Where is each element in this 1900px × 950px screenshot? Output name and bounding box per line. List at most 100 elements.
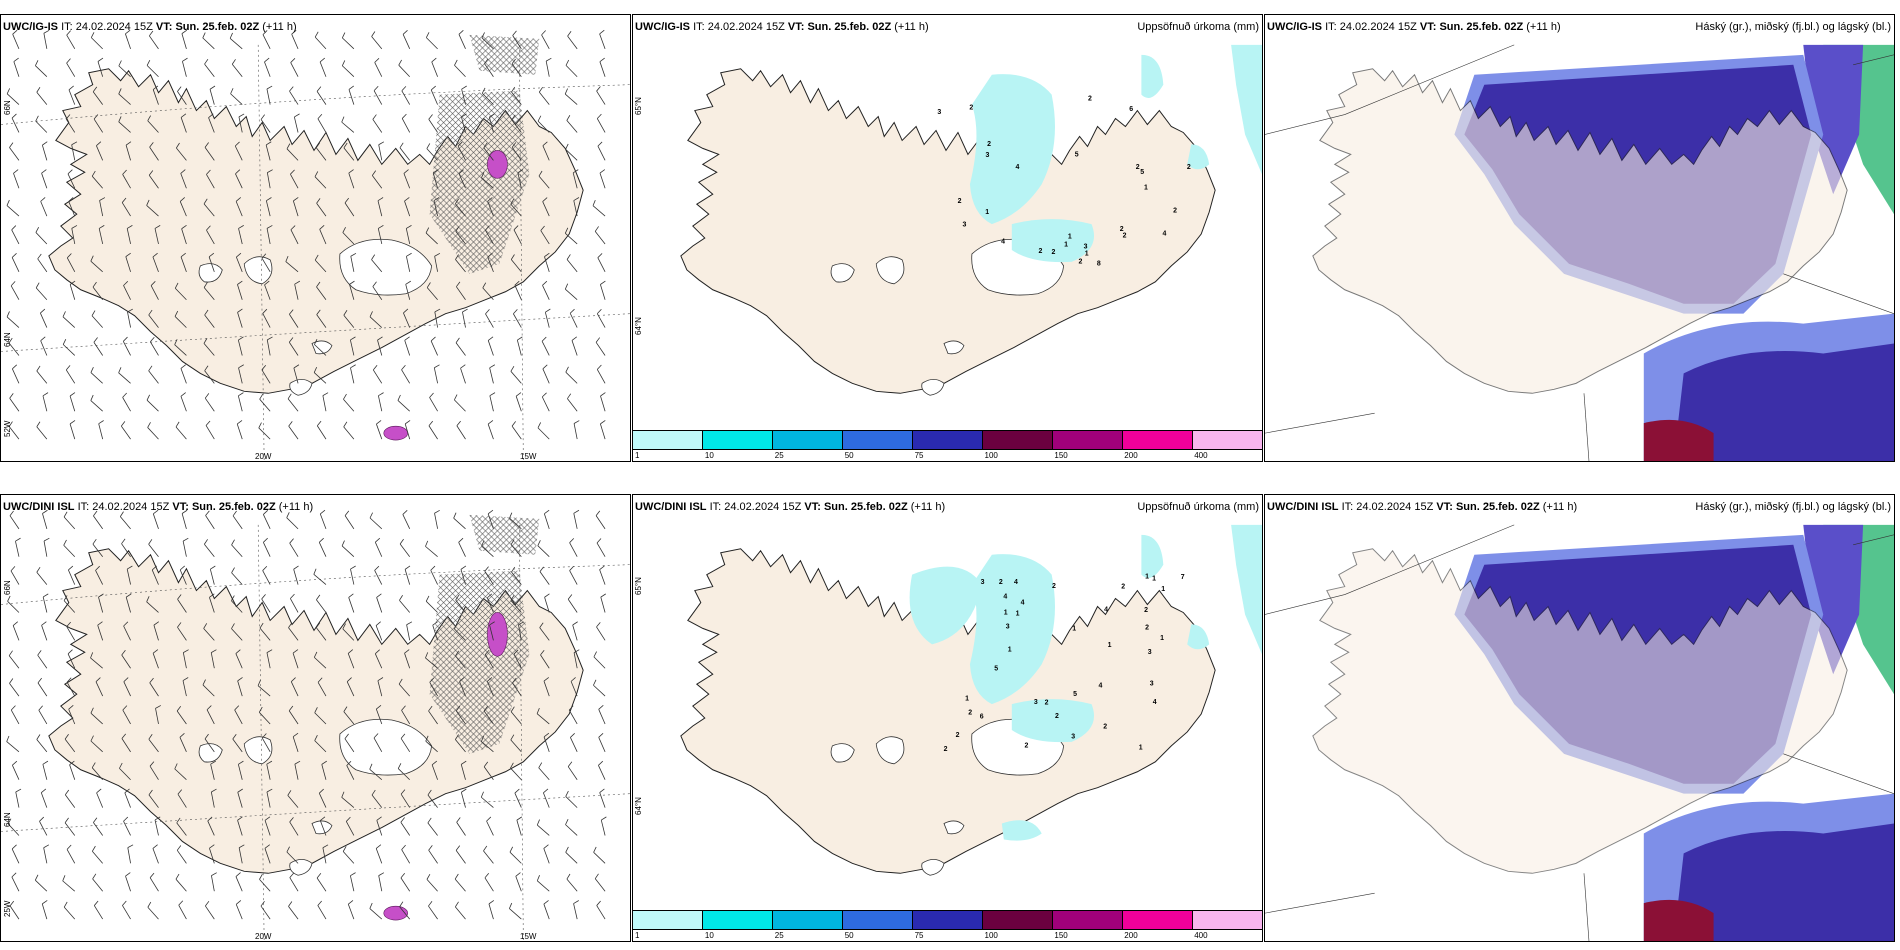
precip-number: 2 (999, 579, 1003, 586)
colorbar-segment (983, 911, 1053, 929)
panel-cloud-bottom: UWC/DINI ISL IT: 24.02.2024 15Z VT: Sun.… (1264, 494, 1895, 942)
lon-label: 15W (520, 452, 537, 461)
colorbar-segment (913, 431, 983, 449)
colorbar-segment (843, 431, 913, 449)
precip-number: 4 (1014, 579, 1018, 586)
lat-label: 64°N (634, 797, 643, 815)
panel-header: UWC/IG-IS IT: 24.02.2024 15Z VT: Sun. 25… (635, 21, 1259, 33)
panel-precip-top: UWC/IG-IS IT: 24.02.2024 15Z VT: Sun. 25… (632, 14, 1263, 462)
lat-label: 65°N (634, 97, 643, 115)
panel-header: UWC/DINI ISL IT: 24.02.2024 15Z VT: Sun.… (3, 501, 314, 513)
lat-label: 64N (3, 812, 12, 827)
colorbar-segment (1053, 431, 1123, 449)
panel-header: UWC/IG-IS IT: 24.02.2024 15Z VT: Sun. 25… (3, 21, 297, 33)
precip-number: 3 (1034, 699, 1038, 706)
precip-number: 2 (969, 104, 973, 111)
lat-label: 64°N (634, 317, 643, 335)
precip-number: 2 (968, 709, 972, 716)
panel-wind-bottom: UWC/DINI ISL IT: 24.02.2024 15Z VT: Sun.… (0, 494, 631, 942)
colorbar-ticks: 1 10 25 50 75 100 150 200 400 (633, 930, 1262, 941)
precip-number: 5 (1140, 169, 1144, 176)
precip-number: 2 (1123, 232, 1127, 239)
colorbar-segment (633, 431, 703, 449)
colorbar-segment (983, 431, 1053, 449)
precip-number: 4 (1153, 699, 1157, 706)
precip-number: 5 (994, 666, 998, 673)
precip-number: 2 (1024, 742, 1028, 749)
precip-number: 2 (1088, 96, 1092, 103)
colorbar-tick: 200 (1124, 451, 1138, 460)
precip-number: 5 (1075, 152, 1079, 159)
colorbar-tick: 50 (844, 931, 854, 940)
colorbar-segment (1053, 911, 1123, 929)
colorbar-segment (843, 911, 913, 929)
precip-number: 8 (1097, 261, 1101, 268)
precip-number: 1 (1160, 635, 1164, 642)
lon-label: 20W (255, 452, 272, 461)
precip-number: 1 (1085, 250, 1089, 257)
precip-number: 4 (1104, 607, 1108, 614)
precip-number: 2 (1045, 699, 1049, 706)
colorbar-tick: 50 (844, 451, 854, 460)
precip-number: 1 (1016, 611, 1020, 618)
colorbar (633, 910, 1262, 930)
precip-number: 1 (1152, 576, 1156, 583)
precip-number: 2 (944, 746, 948, 753)
precip-number: 2 (1103, 724, 1107, 731)
precip-number: 5 (1073, 691, 1077, 698)
colorbar-segment (773, 911, 843, 929)
precip-number: 4 (1001, 239, 1005, 246)
cloud-map (1265, 44, 1894, 461)
panel-title: Háský (gr.), miðský (fj.bl.) og lágský (… (1695, 501, 1891, 513)
precip-number: 2 (958, 198, 962, 205)
precip-number: 3 (937, 109, 941, 116)
precip-number: 1 (1139, 744, 1143, 751)
lon-label: 20W (255, 932, 272, 941)
panel-header: UWC/DINI ISL IT: 24.02.2024 15Z VT: Sun.… (635, 501, 1259, 513)
precip-number: 2 (1078, 259, 1082, 266)
precip-number: 1 (1144, 184, 1148, 191)
wind-map (1, 29, 630, 461)
precip-number: 1 (1008, 647, 1012, 654)
precip-number: 2 (1039, 248, 1043, 255)
precip-number: 2 (987, 141, 991, 148)
colorbar-tick: 75 (914, 451, 924, 460)
precip-number: 2 (1051, 249, 1055, 256)
lat-label: 66N (3, 580, 12, 595)
precip-number: 3 (1071, 734, 1075, 741)
colorbar-tick: 400 (1194, 451, 1208, 460)
colorbar-segment (913, 911, 983, 929)
colorbar-segment (1193, 431, 1262, 449)
panel-title: Uppsöfnuð úrkoma (mm) (1137, 21, 1259, 33)
colorbar-ticks: 1 10 25 50 75 100 150 200 400 (633, 450, 1262, 461)
colorbar (633, 430, 1262, 450)
precip-number: 2 (1136, 164, 1140, 171)
colorbar-tick: 1 (635, 931, 640, 940)
precip-number: 1 (1072, 626, 1076, 633)
panel-cloud-top: UWC/IG-IS IT: 24.02.2024 15Z VT: Sun. 25… (1264, 14, 1895, 462)
precip-number: 6 (980, 714, 984, 721)
colorbar-tick: 25 (774, 931, 784, 940)
precip-number: 3 (981, 579, 985, 586)
precip-number: 1 (1068, 234, 1072, 241)
precip-number: 2 (1145, 624, 1149, 631)
colorbar-segment (703, 911, 773, 929)
precip-number: 1 (965, 696, 969, 703)
colorbar-tick: 75 (914, 931, 924, 940)
colorbar-segment (1193, 911, 1262, 929)
precip-number: 3 (1148, 649, 1152, 656)
colorbar-tick: 150 (1054, 451, 1068, 460)
cloud-map (1265, 524, 1894, 941)
precip-number: 7 (1181, 574, 1185, 581)
panel-title: Háský (gr.), miðský (fj.bl.) og lágský (… (1695, 21, 1891, 33)
lat-label: 64N (3, 332, 12, 347)
precip-number: 2 (1120, 226, 1124, 233)
colorbar-segment (633, 911, 703, 929)
colorbar-tick: 150 (1054, 931, 1068, 940)
precip-number: 6 (1129, 106, 1133, 113)
precip-number: 2 (956, 732, 960, 739)
lon-label: 15W (520, 932, 537, 941)
panel-precip-bottom: UWC/DINI ISL IT: 24.02.2024 15Z VT: Sun.… (632, 494, 1263, 942)
